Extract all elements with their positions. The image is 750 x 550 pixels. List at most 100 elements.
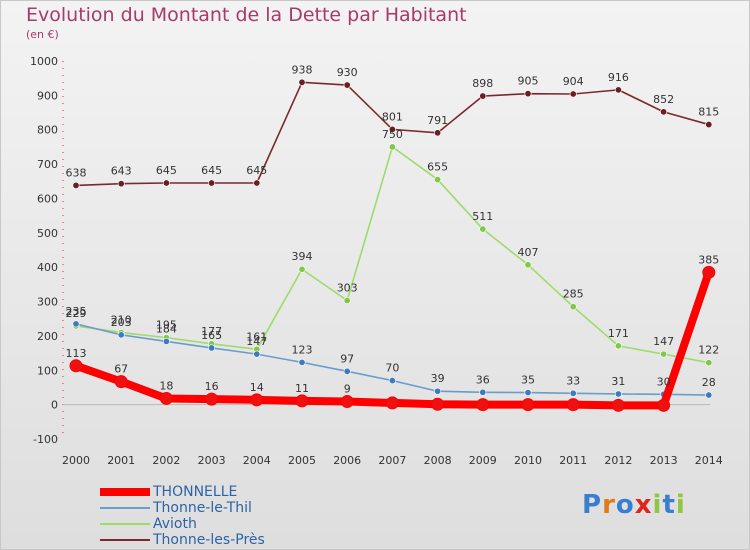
data-label: 407: [518, 246, 539, 259]
data-label: 14: [250, 381, 264, 394]
data-point: [388, 377, 396, 385]
x-tick-label: 2009: [469, 454, 497, 467]
data-label: 285: [563, 288, 584, 301]
y-tick-label: 0: [51, 399, 58, 412]
data-label: 815: [698, 106, 719, 119]
x-tick-label: 2003: [198, 454, 226, 467]
legend-swatch-thonne-les-pres: [100, 539, 150, 541]
data-label: 184: [156, 322, 177, 335]
data-label: 235: [66, 305, 87, 318]
x-tick-label: 2002: [152, 454, 180, 467]
data-point: [431, 397, 445, 411]
data-point: [521, 398, 535, 412]
data-label: 511: [472, 210, 493, 223]
y-tick-label: 500: [37, 227, 58, 240]
data-label: 638: [66, 166, 87, 179]
data-point: [479, 388, 487, 396]
data-label: 930: [337, 66, 358, 79]
legend-label: Thonne-le-Thil: [153, 500, 252, 516]
data-point: [569, 389, 577, 397]
legend-label: THONNELLE: [153, 484, 238, 500]
x-tick-label: 2005: [288, 454, 316, 467]
data-point: [479, 92, 487, 100]
y-tick-label: 400: [37, 261, 58, 274]
data-point: [614, 342, 622, 350]
data-label: 18: [159, 379, 173, 392]
data-point: [569, 303, 577, 311]
data-label: 394: [292, 250, 313, 263]
data-point: [524, 389, 532, 397]
data-point: [340, 395, 354, 409]
data-label: 97: [340, 352, 354, 365]
legend-item-thonnelle: THONNELLE: [100, 484, 265, 500]
legend: THONNELLE Thonne-le-Thil Avioth Thonne-l…: [100, 484, 265, 548]
logo-letter: P: [582, 490, 603, 520]
y-tick-label: 300: [37, 296, 58, 309]
logo-letter: t: [662, 490, 676, 520]
data-label: 9: [344, 383, 351, 396]
data-label: 645: [156, 164, 177, 177]
data-point: [298, 265, 306, 273]
data-label: 655: [427, 161, 448, 174]
data-label: 210: [111, 313, 132, 326]
data-label: 70: [385, 362, 399, 375]
y-tick-label: -100: [33, 433, 58, 446]
x-tick-label: 2013: [650, 454, 678, 467]
data-point: [69, 359, 83, 373]
data-point: [72, 181, 80, 189]
data-point: [298, 78, 306, 86]
data-label: 203: [111, 316, 132, 329]
data-point: [388, 125, 396, 133]
y-tick-label: 200: [37, 330, 58, 343]
data-label: 645: [201, 164, 222, 177]
data-point: [250, 393, 264, 407]
data-point: [705, 359, 713, 367]
x-tick-label: 2010: [514, 454, 542, 467]
data-point: [343, 367, 351, 375]
data-label: 645: [246, 164, 267, 177]
data-point: [208, 344, 216, 352]
data-label: 122: [698, 344, 719, 357]
x-tick-label: 2012: [604, 454, 632, 467]
data-point: [569, 90, 577, 98]
data-point: [253, 350, 261, 358]
data-point: [660, 350, 668, 358]
data-point: [117, 331, 125, 339]
data-label: 147: [246, 335, 267, 348]
data-point: [159, 391, 173, 405]
data-point: [660, 108, 668, 116]
legend-swatch-thonnelle: [100, 488, 150, 496]
data-point: [479, 225, 487, 233]
data-point: [253, 179, 261, 187]
y-tick-label: 900: [37, 89, 58, 102]
y-tick-label: 1000: [30, 55, 58, 68]
x-tick-label: 2001: [107, 454, 135, 467]
proxiti-logo: Proxiti: [582, 490, 686, 520]
data-label: 33: [566, 374, 580, 387]
data-label: 67: [114, 363, 128, 376]
legend-item-avioth: Avioth: [100, 516, 265, 532]
y-tick-label: 600: [37, 192, 58, 205]
data-label: 385: [698, 253, 719, 266]
data-point: [611, 398, 625, 412]
legend-label: Avioth: [153, 516, 197, 532]
x-tick-label: 2007: [378, 454, 406, 467]
data-label: 31: [611, 375, 625, 388]
data-label: 36: [476, 373, 490, 386]
logo-letter: x: [634, 490, 653, 520]
data-point: [385, 396, 399, 410]
data-label: 750: [382, 128, 403, 141]
data-label: 898: [472, 77, 493, 90]
data-point: [702, 265, 716, 279]
chart-title: Evolution du Montant de la Dette par Hab…: [26, 4, 467, 26]
data-label: 30: [657, 375, 671, 388]
data-point: [614, 390, 622, 398]
data-label: 303: [337, 282, 358, 295]
x-tick-label: 2008: [424, 454, 452, 467]
data-point: [295, 394, 309, 408]
data-point: [566, 398, 580, 412]
y-tick-label: 800: [37, 124, 58, 137]
legend-item-thonne-le-thil: Thonne-le-Thil: [100, 500, 265, 516]
x-tick-label: 2000: [62, 454, 90, 467]
